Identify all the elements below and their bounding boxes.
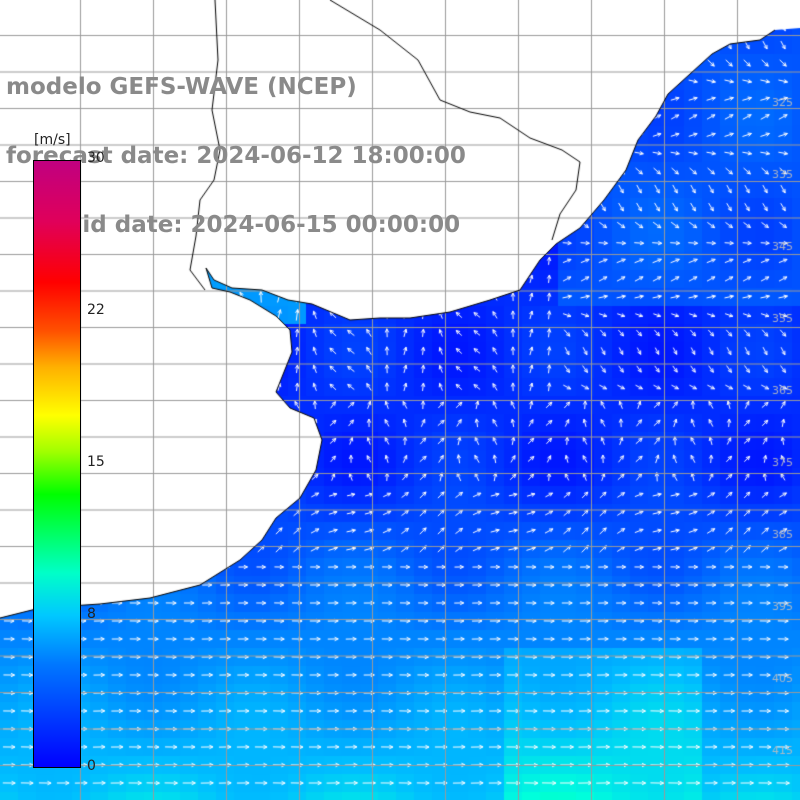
color-scale-bar xyxy=(33,160,81,768)
legend-tick-22: 22 xyxy=(87,302,105,318)
legend-unit-label: [m/s] xyxy=(34,132,71,148)
legend-tick-8: 8 xyxy=(87,606,96,622)
legend-tick-30: 30 xyxy=(87,150,105,166)
legend-tick-0: 0 xyxy=(87,758,96,774)
map-title: modelo GEFS-WAVE (NCEP) forecast date: 2… xyxy=(6,30,466,260)
legend-tick-15: 15 xyxy=(87,454,105,470)
model-title: modelo GEFS-WAVE (NCEP) xyxy=(6,74,357,100)
forecast-date: forecast date: 2024-06-12 18:00:00 xyxy=(6,143,466,169)
